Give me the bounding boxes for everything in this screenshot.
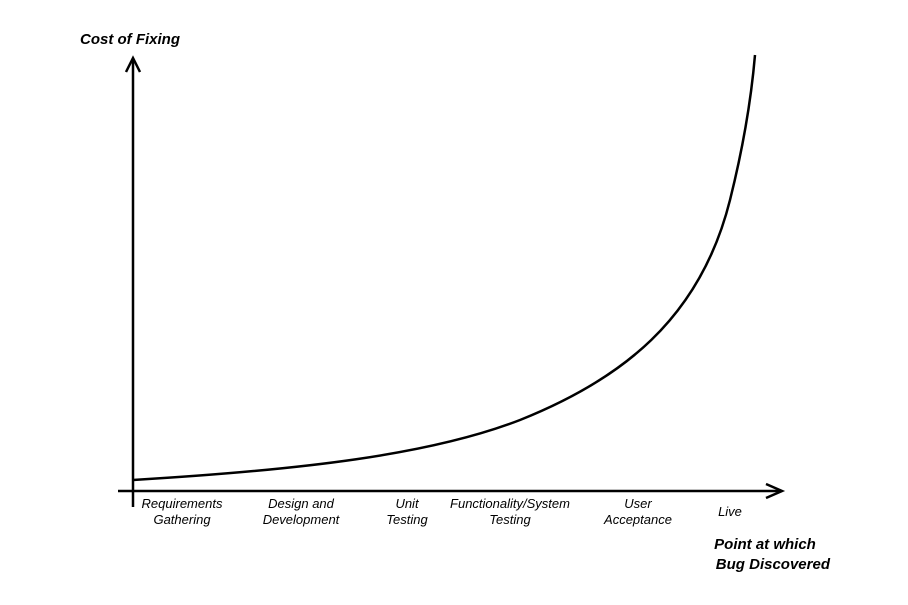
stage-label-line: Testing [386,512,428,527]
x-axis-label: Point at which Bug Discovered [714,536,831,573]
stage-label-line: Acceptance [603,512,672,527]
x-axis-label-line: Bug Discovered [716,556,831,573]
stage-label: User Acceptance [603,496,672,527]
stage-label-line: User [624,496,652,511]
stage-label-line: Design and [268,496,335,511]
y-axis-arrow [124,55,142,73]
cost-curve [132,54,757,482]
stage-label: Unit Testing [386,496,428,527]
stage-label-line: Testing [489,512,531,527]
stage-label: Live [718,504,742,519]
stage-label: Functionality/System Testing [450,496,570,527]
stage-label-line: Gathering [153,512,211,527]
stage-label: Design and Development [263,496,341,527]
y-axis-label: Cost of Fixing [80,31,180,48]
stage-label-line: Functionality/System [450,496,570,511]
stage-label-line: Unit [395,496,420,511]
x-axis-label-line: Point at which [714,536,816,553]
stage-label: Requirements Gathering [142,496,223,527]
stage-label-line: Requirements [142,496,223,511]
stage-label-line: Development [263,512,341,527]
x-axis-arrow [765,482,786,500]
stage-label-line: Live [718,504,742,519]
stage-labels: Requirements Gathering Design and Developme… [142,496,742,527]
